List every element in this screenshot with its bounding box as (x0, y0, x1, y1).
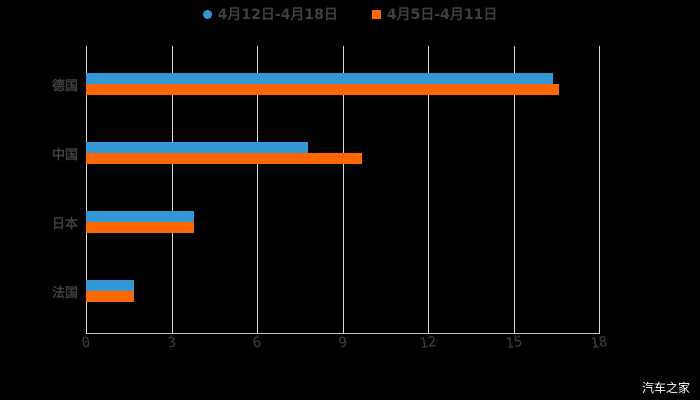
x-tick-label: 9 (337, 334, 348, 352)
x-tick-mark (171, 326, 173, 334)
gridline (257, 46, 258, 326)
bar[interactable] (86, 142, 309, 153)
legend: 4月12日-4月18日 4月5日-4月11日 (0, 4, 700, 24)
gridline (599, 46, 600, 326)
x-tick-label: 0 (80, 334, 92, 352)
bar[interactable] (86, 153, 363, 164)
y-category-label: 德国 (51, 79, 78, 94)
x-tick-label: 15 (504, 333, 523, 353)
gridline (171, 46, 173, 326)
plot-area (86, 46, 600, 326)
bar[interactable] (86, 291, 135, 302)
gridline (342, 46, 344, 326)
x-tick-label: 18 (589, 333, 609, 353)
x-tick-label: 6 (251, 334, 263, 352)
x-tick-mark (86, 326, 87, 334)
x-tick-mark (513, 326, 515, 334)
legend-label: 4月12日-4月18日 (217, 7, 338, 23)
watermark: 汽车之家 (641, 381, 690, 395)
legend-marker-orange (371, 9, 381, 19)
legend-item-week1[interactable]: 4月5日-4月11日 (371, 4, 498, 24)
x-tick-mark (428, 326, 429, 334)
gridline (428, 46, 429, 326)
y-category-label: 日本 (51, 217, 78, 232)
x-tick-mark (599, 326, 600, 334)
x-tick-mark (257, 326, 258, 334)
bar[interactable] (86, 280, 135, 291)
y-category-label: 中国 (51, 148, 78, 163)
legend-item-week2[interactable]: 4月12日-4月18日 (202, 4, 338, 24)
bar[interactable] (86, 222, 195, 233)
gridline (513, 46, 515, 326)
legend-marker-blue (202, 9, 212, 19)
bar[interactable] (86, 211, 195, 222)
x-tick-label: 12 (418, 333, 438, 353)
x-tick-label: 3 (166, 334, 177, 352)
legend-label: 4月5日-4月11日 (386, 7, 498, 23)
bar[interactable] (86, 73, 554, 84)
gridline (86, 46, 87, 326)
x-tick-mark (342, 326, 344, 334)
bar[interactable] (86, 84, 560, 95)
y-category-label: 法国 (51, 286, 78, 301)
